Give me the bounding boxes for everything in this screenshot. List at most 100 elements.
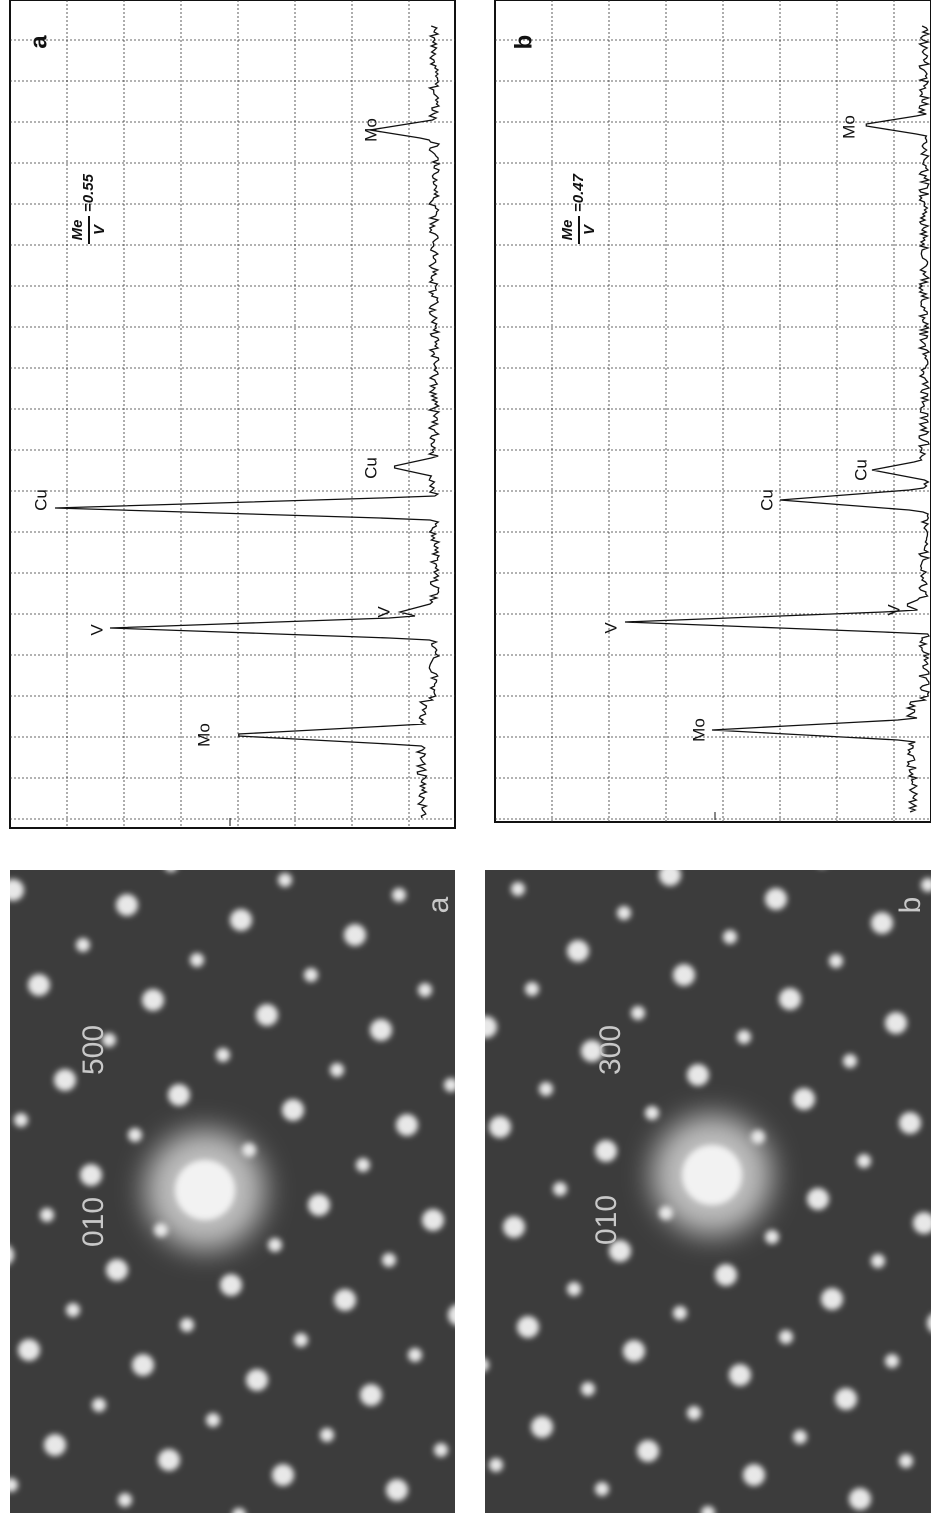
diffraction-spot [553,1182,567,1196]
diffraction-spot [659,864,681,886]
diffraction-spot [308,1194,330,1216]
diffraction-spot [190,953,204,967]
panel-label: a [25,35,52,49]
diffraction-spot [899,1112,921,1134]
diffraction-spot [617,906,631,920]
diffraction-spot [567,1282,581,1296]
diffraction-spot [503,1216,525,1238]
diffraction-spot [885,1012,907,1034]
diffraction-spot [422,1209,444,1231]
peak-label: Mo [839,115,858,139]
diffraction-spot [28,974,50,996]
panel-frame [10,0,455,828]
diffraction-spot [623,1340,645,1362]
diffraction-spot [645,1106,659,1120]
peak-label: Mo [194,723,213,747]
figure: aMoVCuCuVMoMeV=0.55bMoVCuCuVMoMeV=0.4750… [0,0,931,1513]
diffraction-spot [154,1223,168,1237]
diffraction-spot [370,1019,392,1041]
diffraction-spot [272,1464,294,1486]
diffraction-spot [779,988,801,1010]
diffraction-spot [687,1064,709,1086]
spectrum-panel [10,0,455,828]
diffraction-spot [567,940,589,962]
peak-label: V [87,624,106,636]
index-label: 010 [590,1195,623,1245]
diffraction-spot [330,1063,344,1077]
diffraction-spot [206,1413,220,1427]
central-beam [682,1145,742,1205]
diffraction-spot [360,1384,382,1406]
diffraction-spot [489,1458,503,1472]
diffraction-spot [106,1259,128,1281]
peak-label: Mo [361,118,380,142]
diffraction-spot [408,1348,422,1362]
diffraction-spot [715,1264,737,1286]
diffraction-spot [751,1130,765,1144]
peak-label: Mo [689,718,708,742]
diffraction-spot [230,909,252,931]
diffraction-spot [899,1454,913,1468]
diffraction-spot [729,1364,751,1386]
index-label: 300 [594,1025,627,1075]
diffraction-spot [765,1230,779,1244]
diffraction-spot [815,854,829,868]
diffraction-spot [4,1478,18,1492]
diffraction-spot [444,1078,458,1092]
diffraction-spot [304,968,318,982]
diffraction-spot [142,989,164,1011]
diffraction-spot [765,888,787,910]
diffraction-spot [511,882,525,896]
diffraction-spot [334,1289,356,1311]
diffraction-spot [180,1318,194,1332]
diffraction-spot [382,1253,396,1267]
diffraction-spot [835,1388,857,1410]
diffraction-spot [268,1238,282,1252]
diffraction-spot [525,982,539,996]
diffraction-spot [76,938,90,952]
diffraction-spot [595,1482,609,1496]
diffraction-spot [356,1158,370,1172]
diffraction-spot [885,1354,899,1368]
peak-label: Cu [31,489,50,511]
diffraction-spot [158,1449,180,1471]
diffraction-spot [539,1082,553,1096]
diffraction-spot [849,1488,871,1510]
diffraction-spot [434,1443,448,1457]
ratio-value: =0.55 [80,173,97,212]
diffraction-spot [531,1416,553,1438]
content: aMoVCuCuVMoMeV=0.55bMoVCuCuVMoMeV=0.4750… [0,0,931,1513]
ratio-numerator: Me [69,220,86,241]
diffraction-spot [843,1054,857,1068]
pattern-label: a [422,896,455,913]
diffraction-spot [132,1354,154,1376]
diffraction-spot [320,1428,334,1442]
diffraction-spot [168,1084,190,1106]
diffraction-spot [475,1358,489,1372]
diffraction-spot [216,1048,230,1062]
peak-label: V [601,622,620,634]
diffraction-spot [871,912,893,934]
diffraction-spot [118,1493,132,1507]
diffraction-spot [220,1274,242,1296]
diffraction-spot [517,1316,539,1338]
diffraction-spot [242,1143,256,1157]
diffraction-spot [637,1440,659,1462]
diffraction-spot [779,1330,793,1344]
diffraction-spot [737,1030,751,1044]
diffraction-spot [14,1113,28,1127]
diffraction-spot [128,1128,142,1142]
diffraction-spot [793,1088,815,1110]
diffraction-spot [871,1254,885,1268]
diffraction-spot [18,1339,40,1361]
diffraction-pattern [0,858,470,1513]
diffraction-spot [743,1464,765,1486]
diffraction-spot [164,858,178,872]
peak-label: Cu [757,489,776,511]
diffraction-spot [278,873,292,887]
pattern-label: b [894,897,927,914]
peak-label: Cu [361,457,380,479]
diffraction-spot [475,1016,497,1038]
diffraction-spot [396,1114,418,1136]
diffraction-spot [659,1206,673,1220]
